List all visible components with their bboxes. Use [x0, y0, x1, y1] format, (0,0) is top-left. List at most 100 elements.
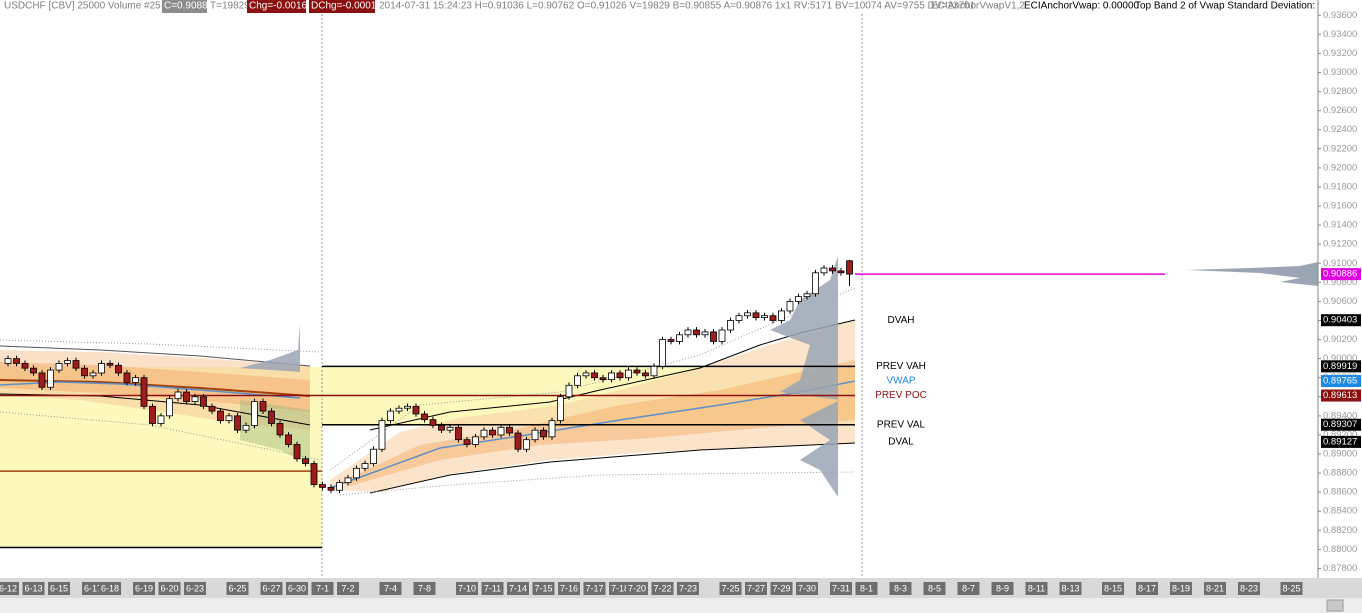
- candle-body: [38, 372, 46, 388]
- candle-body: [667, 339, 675, 342]
- candle-body: [633, 369, 641, 374]
- y-tick-label: 0.88000: [1323, 544, 1357, 555]
- x-label-box: [1238, 582, 1260, 595]
- y-tick-label: 0.90200: [1323, 334, 1357, 345]
- y-tick-label: 0.93400: [1323, 29, 1357, 40]
- candle-body: [21, 362, 29, 369]
- x-label-box: [260, 582, 283, 595]
- candle-body: [625, 369, 632, 379]
- candle-body: [132, 377, 139, 383]
- x-label-box: [923, 582, 946, 595]
- y-tick-label: 0.90600: [1323, 296, 1357, 307]
- header-day-change: DChg=-0.00019: [311, 1, 382, 12]
- candle-body: [455, 426, 462, 441]
- x-label-box: [1204, 582, 1226, 595]
- candle-body: [123, 372, 131, 383]
- candle-body: [13, 358, 20, 364]
- x-label-box: [583, 582, 606, 595]
- candle-body: [565, 384, 573, 398]
- x-label-box: [796, 582, 818, 595]
- candle-body: [378, 420, 386, 450]
- candle-body: [370, 448, 377, 464]
- vwap-line: [329, 380, 856, 489]
- candle-body: [30, 367, 37, 374]
- x-tick-label: 6-23: [186, 583, 204, 593]
- price-badge: [1321, 360, 1361, 373]
- x-tick-label: 6-12: [0, 583, 17, 593]
- candle-body: [47, 369, 54, 388]
- candle-body: [438, 424, 445, 431]
- x-label-box: [82, 582, 104, 595]
- candle-body: [361, 463, 369, 469]
- x-tick-label: 7-29: [772, 583, 790, 593]
- header-vwap: ECIAnchorVwap: 0.00000: [1024, 1, 1140, 12]
- y-tick-label: 0.92200: [1323, 143, 1357, 154]
- candle-body: [506, 426, 513, 434]
- x-label-box: [745, 582, 767, 595]
- candle-body: [761, 315, 768, 319]
- x-tick-label: 8-25: [1282, 583, 1300, 593]
- x-label-box: [1059, 582, 1082, 595]
- x-tick-label: 7-25: [721, 583, 739, 593]
- band-line: [369, 442, 856, 494]
- x-tick-label: 7-14: [509, 583, 527, 593]
- x-label-box: [379, 582, 402, 595]
- header-change: Chg=-0.00160: [249, 1, 313, 12]
- candle-body: [735, 315, 743, 321]
- x-tick-label: 8-21: [1206, 583, 1224, 593]
- y-tick-label: 0.88400: [1323, 506, 1357, 517]
- candle-body: [259, 401, 267, 412]
- level-label: VWAP: [886, 376, 915, 387]
- y-tick-label: 0.89200: [1323, 429, 1357, 440]
- x-tick-label: 8-11: [1028, 583, 1045, 593]
- x-tick-label: 6-13: [24, 583, 42, 593]
- x-label-box: [0, 582, 19, 595]
- candle-body: [803, 293, 811, 298]
- band-line: [0, 345, 311, 367]
- candle-body: [599, 377, 607, 381]
- candle-body: [795, 296, 802, 302]
- x-tick-label: 8-15: [1104, 583, 1122, 593]
- price-badge-label: 0.89307: [1323, 419, 1357, 430]
- candle-body: [497, 426, 505, 436]
- price-badge: [1321, 418, 1361, 431]
- price-badge: [1321, 435, 1361, 448]
- candle-body: [404, 405, 411, 409]
- candle-body: [548, 420, 556, 438]
- candle-body: [693, 329, 700, 336]
- candle-body: [480, 429, 488, 438]
- candle-body: [149, 405, 156, 424]
- price-badge-label: 0.89613: [1323, 390, 1357, 401]
- level-label: PREV VAH: [876, 361, 926, 372]
- y-tick-label: 0.92800: [1323, 86, 1357, 97]
- x-label-box: [830, 582, 852, 595]
- candle-body: [310, 463, 318, 485]
- candle-body: [591, 372, 598, 379]
- x-label-box: [651, 582, 674, 595]
- x-tick-label: 8-1: [860, 583, 873, 593]
- x-label-box: [22, 582, 45, 595]
- x-tick-label: 8-9: [996, 583, 1009, 593]
- y-tick-label: 0.91000: [1323, 258, 1357, 269]
- candle-body: [778, 310, 785, 321]
- header-box: [247, 0, 306, 13]
- price-badge-label: 0.89765: [1323, 376, 1357, 387]
- candle-body: [786, 300, 794, 312]
- x-label-box: [481, 582, 504, 595]
- candle-body: [106, 362, 114, 366]
- y-tick-label: 0.88600: [1323, 487, 1357, 498]
- x-label-box: [1170, 582, 1192, 595]
- header-close: C=0.90886: [164, 1, 214, 12]
- candle-body: [353, 467, 360, 479]
- header-box: [162, 0, 207, 13]
- y-tick-label: 0.93000: [1323, 67, 1357, 78]
- x-label-box: [719, 582, 742, 595]
- band-line: [0, 411, 321, 461]
- scrollbar-thumb[interactable]: [1326, 599, 1344, 612]
- candle-body: [319, 484, 326, 488]
- candle-body: [812, 272, 819, 295]
- price-badge: [1321, 268, 1361, 281]
- x-label-box: [48, 582, 70, 595]
- candle-body: [429, 419, 437, 426]
- candle-body: [710, 331, 717, 342]
